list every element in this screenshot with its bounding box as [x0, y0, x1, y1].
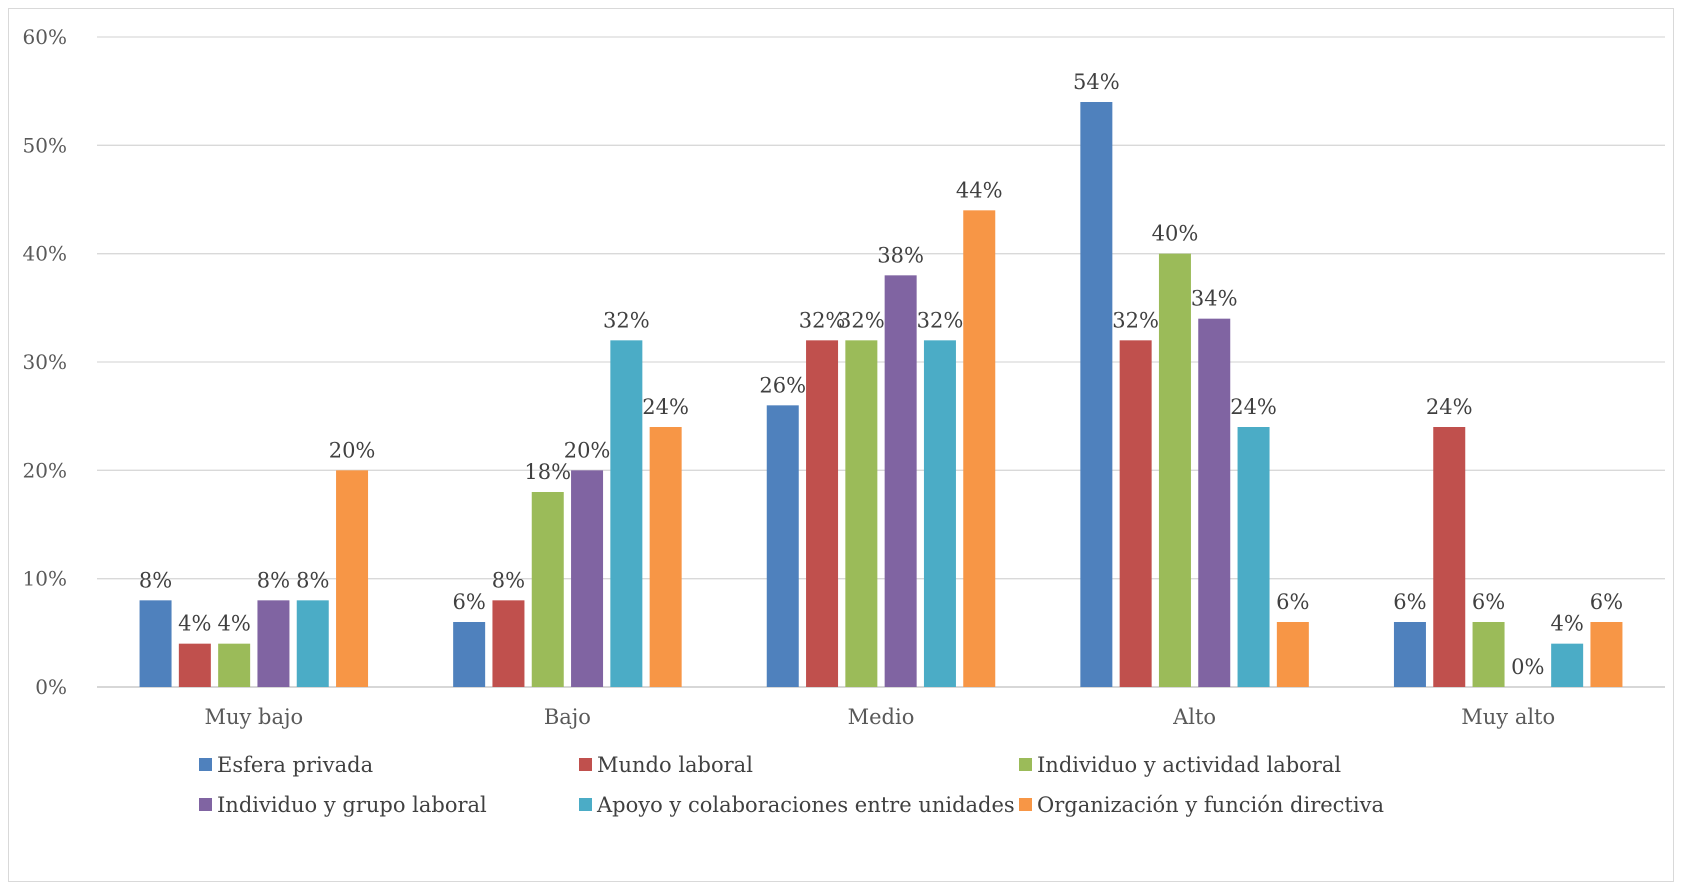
y-tick-label: 30%	[23, 350, 67, 374]
legend-label: Organización y función directiva	[1037, 793, 1384, 817]
legend: Esfera privada Mundo laboral Individuo y …	[199, 753, 1384, 817]
category-label: Muy alto	[1461, 705, 1555, 729]
category-label: Medio	[848, 705, 915, 729]
data-label: 32%	[799, 308, 846, 332]
data-label: 44%	[956, 178, 1003, 202]
bar	[257, 600, 290, 687]
data-label: 24%	[1426, 395, 1473, 419]
legend-swatch	[1019, 798, 1032, 811]
bar	[1237, 427, 1270, 687]
bar	[610, 340, 643, 687]
data-label: 32%	[603, 308, 650, 332]
bar	[845, 340, 878, 687]
data-label: 6%	[452, 590, 485, 614]
data-label: 54%	[1073, 70, 1120, 94]
bar	[218, 643, 251, 687]
data-labels: 8%4% 4%8% 8%20%6%8%18%20%32%24%26%32%32%38…	[139, 70, 1623, 679]
legend-swatch	[579, 798, 592, 811]
data-label: 6%	[1393, 590, 1426, 614]
data-label: 18%	[524, 460, 571, 484]
bar	[884, 275, 917, 687]
data-label: 4%	[217, 612, 250, 636]
legend-label: Individuo y grupo laboral	[217, 793, 487, 817]
bar	[492, 600, 525, 687]
bar-chart: 0%10%20%30%40%50%60% 8%4% 4%8% 8%20%6%8%18…	[23, 25, 1665, 817]
data-label: 40%	[1152, 222, 1199, 246]
bar	[766, 405, 799, 687]
bar	[923, 340, 956, 687]
data-label: 8%	[139, 568, 172, 592]
data-label: 6%	[1276, 590, 1309, 614]
bar	[1472, 622, 1505, 687]
legend-label: Esfera privada	[217, 753, 373, 777]
bar	[1198, 318, 1231, 687]
legend-swatch	[199, 798, 212, 811]
y-tick-label: 50%	[23, 133, 67, 157]
legend-label: Apoyo y colaboraciones entre unidades	[596, 793, 1015, 817]
category-label: Alto	[1172, 705, 1216, 729]
category-label: Bajo	[544, 705, 591, 729]
bar	[1433, 427, 1466, 687]
bar	[1080, 102, 1113, 687]
data-label: 6%	[1472, 590, 1505, 614]
data-label: 26%	[759, 373, 806, 397]
bar	[1551, 643, 1584, 687]
bar	[139, 600, 172, 687]
bar	[571, 470, 604, 687]
bar	[1119, 340, 1152, 687]
gridlines	[97, 36, 1665, 688]
data-label: 24%	[642, 395, 689, 419]
chart-frame: 0% 10% 20% 30% 40% 50% 60% 8% 4% 4% 8% 8% 20% 6% 8% 18…	[8, 8, 1674, 882]
data-label: 38%	[877, 243, 924, 267]
bar	[649, 427, 682, 687]
legend-swatch	[1019, 758, 1032, 771]
data-label: 4%	[178, 612, 211, 636]
bar	[531, 492, 564, 687]
bar	[1393, 622, 1426, 687]
y-tick-label: 10%	[23, 567, 67, 591]
bars	[139, 102, 1623, 688]
y-tick-label: 20%	[23, 458, 67, 482]
data-label: 32%	[917, 308, 964, 332]
data-label: 20%	[564, 438, 611, 462]
bar	[296, 600, 329, 687]
y-tick-label: 0%	[35, 675, 67, 699]
data-label: 32%	[838, 308, 885, 332]
data-label: 32%	[1112, 308, 1159, 332]
legend-label: Mundo laboral	[597, 753, 753, 777]
data-label: 20%	[329, 438, 376, 462]
data-label: 8%	[257, 568, 290, 592]
legend-label: Individuo y actividad laboral	[1037, 753, 1341, 777]
bar	[806, 340, 839, 687]
bar	[1276, 622, 1309, 687]
y-tick-label: 60%	[23, 25, 67, 49]
y-tick-label: 40%	[23, 242, 67, 266]
data-label: 8%	[296, 568, 329, 592]
data-label: 8%	[492, 568, 525, 592]
data-label: 6%	[1590, 590, 1623, 614]
data-label: 0%	[1511, 655, 1544, 679]
bar	[453, 622, 486, 687]
category-label: Muy bajo	[204, 705, 303, 729]
x-axis-categories: Muy bajo Bajo Medio Alto Muy alto	[204, 705, 1555, 729]
bar	[1590, 622, 1623, 687]
legend-swatch	[199, 758, 212, 771]
bar	[1158, 253, 1191, 687]
data-label: 34%	[1191, 287, 1238, 311]
legend-swatch	[579, 758, 592, 771]
bar	[963, 210, 996, 688]
y-axis-ticks: 0% 10% 20% 30% 40% 50% 60%	[23, 25, 67, 699]
data-label: 24%	[1230, 395, 1277, 419]
bar	[336, 470, 369, 687]
bar	[178, 643, 211, 687]
data-label: 4%	[1550, 612, 1583, 636]
